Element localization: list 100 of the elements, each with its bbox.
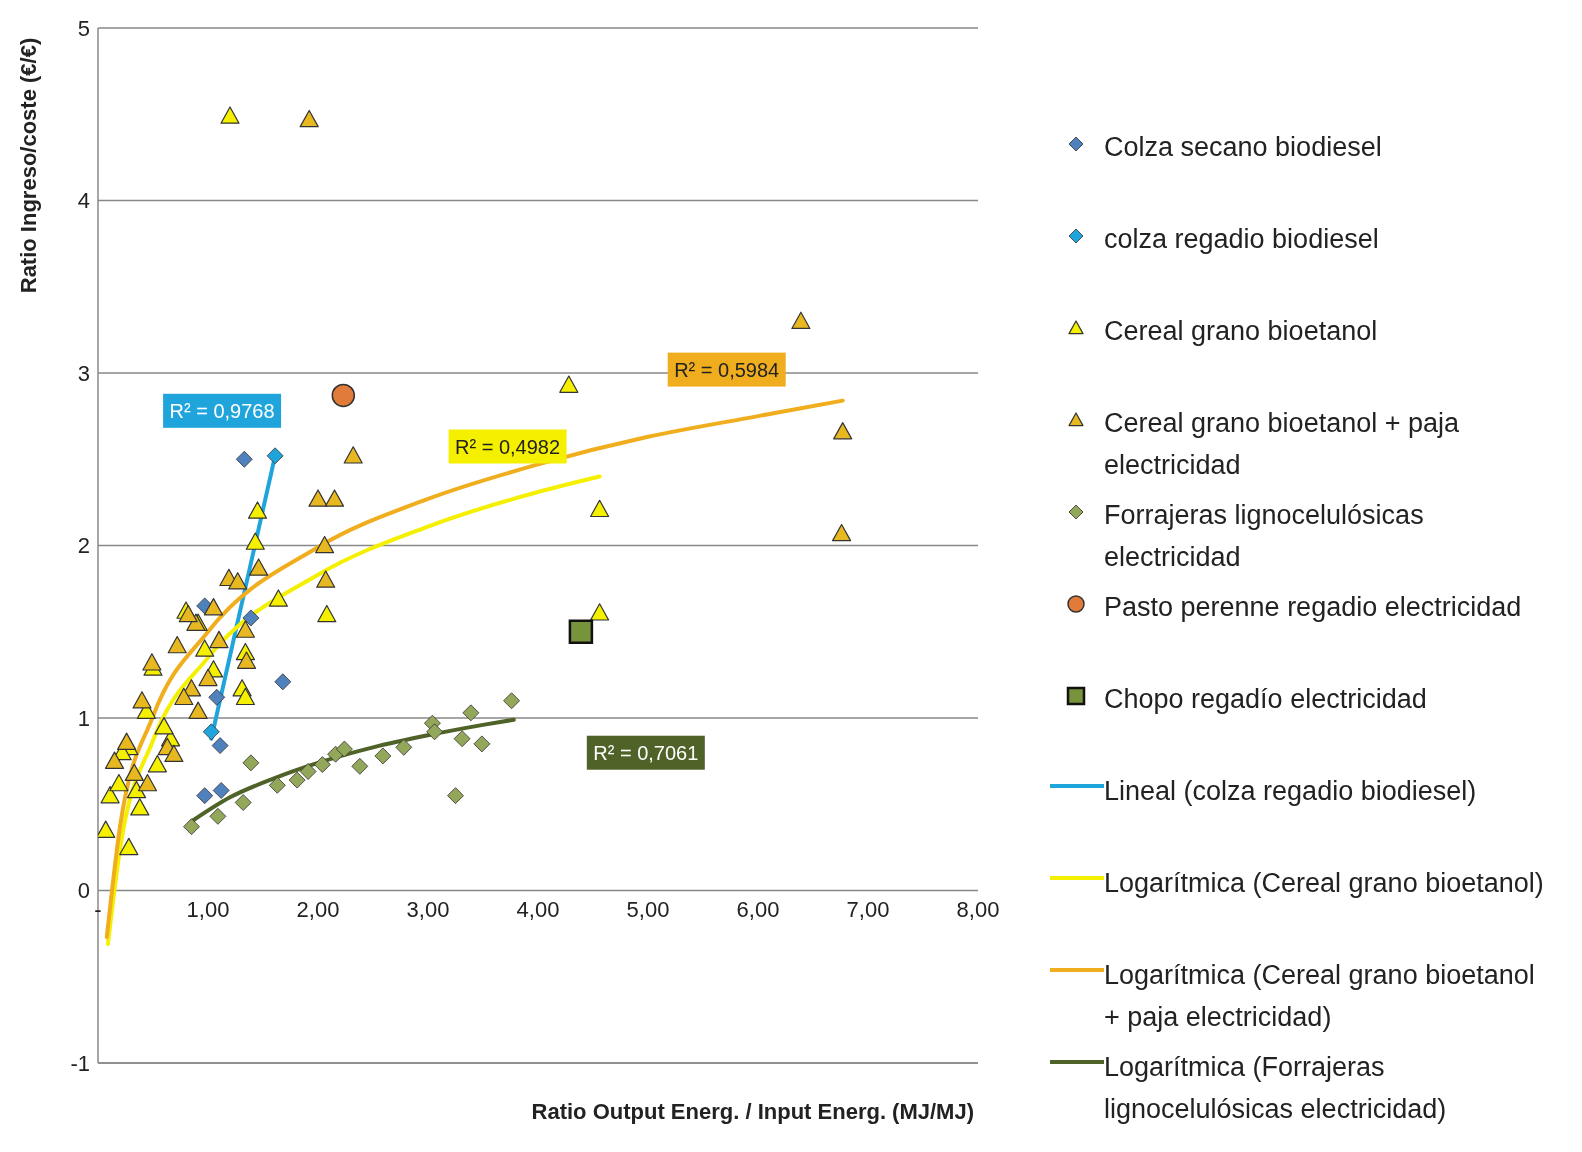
annotation: R² = 0,4982 (455, 435, 561, 458)
point (167, 635, 187, 654)
point (568, 619, 594, 644)
y-tick-label: 4 (77, 188, 90, 214)
y-axis-title: Ratio Ingreso/coste (€/€) (15, 37, 41, 294)
point (268, 776, 286, 794)
point (202, 723, 220, 741)
annotation: R² = 0,7061 (593, 741, 699, 764)
point (559, 375, 579, 393)
point (104, 751, 125, 769)
point (426, 723, 443, 741)
point (137, 773, 158, 792)
point (314, 756, 331, 773)
legend-label: Pasto perenne regadio electricidad (1104, 591, 1523, 624)
point (109, 773, 129, 792)
point (247, 501, 268, 519)
y-tick-label: 3 (77, 360, 90, 386)
point (473, 735, 491, 753)
point (208, 688, 226, 706)
point (142, 653, 162, 671)
point (245, 532, 265, 550)
point (395, 738, 413, 756)
point (147, 754, 167, 773)
point (195, 639, 215, 657)
point (198, 668, 218, 687)
y-tick-label: 1 (77, 705, 90, 731)
point (324, 489, 345, 507)
legend-label: colza regadio biodiesel (1104, 223, 1380, 256)
point (317, 604, 337, 623)
point (503, 692, 520, 710)
annotation: R² = 0,5984 (674, 358, 780, 381)
point (299, 109, 319, 128)
legend-label: Chopo regadío electricidad (1104, 683, 1428, 716)
y-tick-label: 0 (77, 878, 90, 904)
point (336, 740, 353, 758)
x-tick-label: - (94, 896, 102, 922)
point (174, 687, 194, 706)
x-tick-label: 5,00 (626, 896, 670, 922)
point (462, 704, 480, 722)
point (266, 447, 284, 465)
point (274, 673, 292, 691)
y-tick-label: 5 (77, 15, 90, 41)
legend-label: Forrajeras lignocelulósicas electricidad (1104, 499, 1425, 574)
point (130, 798, 150, 816)
point (196, 787, 214, 805)
point (590, 499, 610, 518)
legend-label: Logarítmica (Cereal grano bioetanol + paja electricidad) (1104, 959, 1536, 1034)
point (183, 818, 200, 836)
point (124, 763, 144, 781)
point (119, 837, 139, 856)
point (98, 820, 116, 838)
point (178, 604, 198, 623)
point (374, 747, 392, 765)
point (249, 558, 269, 576)
y-tick-label: -1 (70, 1050, 90, 1076)
point (351, 757, 369, 775)
point (242, 754, 260, 772)
legend-label: Lineal (colza regadio biodiesel) (1104, 775, 1478, 808)
point (268, 589, 288, 607)
point (308, 489, 328, 507)
legend-label: Cereal grano bioetanol + paja electricidad (1104, 407, 1460, 482)
point (164, 744, 184, 763)
legend-label: Logarítmica (Forrajeras lignocelulósicas electricidad) (1104, 1051, 1448, 1126)
point (117, 732, 137, 750)
point (316, 570, 336, 588)
point (315, 535, 335, 554)
point (331, 383, 356, 408)
point (234, 794, 252, 811)
point (235, 450, 253, 468)
point (832, 523, 852, 542)
point (132, 691, 152, 709)
point (288, 771, 306, 789)
x-tick-label: 4,00 (516, 896, 560, 922)
point (242, 609, 260, 627)
point (453, 730, 471, 748)
point (209, 807, 227, 825)
point (833, 422, 853, 440)
x-tick-label: 7,00 (846, 896, 890, 922)
point (188, 701, 208, 719)
point (209, 630, 229, 649)
point (791, 311, 811, 330)
x-tick-label: 6,00 (736, 896, 780, 922)
point (220, 106, 240, 124)
x-tick-label: 3,00 (406, 896, 450, 922)
point (203, 598, 224, 616)
point (212, 782, 230, 799)
point (100, 786, 120, 804)
point (235, 620, 255, 638)
point (299, 763, 317, 780)
annotation: R² = 0,9768 (169, 399, 275, 422)
point (154, 717, 174, 735)
point (228, 572, 248, 590)
y-tick-label: 2 (77, 533, 90, 559)
point (126, 780, 147, 799)
x-tick-label: 2,00 (296, 896, 340, 922)
point (211, 737, 229, 754)
point (447, 787, 464, 805)
legend-label: Colza secano biodiesel (1104, 131, 1383, 164)
legend-label: Cereal grano bioetanol (1104, 315, 1379, 348)
point (235, 687, 255, 706)
